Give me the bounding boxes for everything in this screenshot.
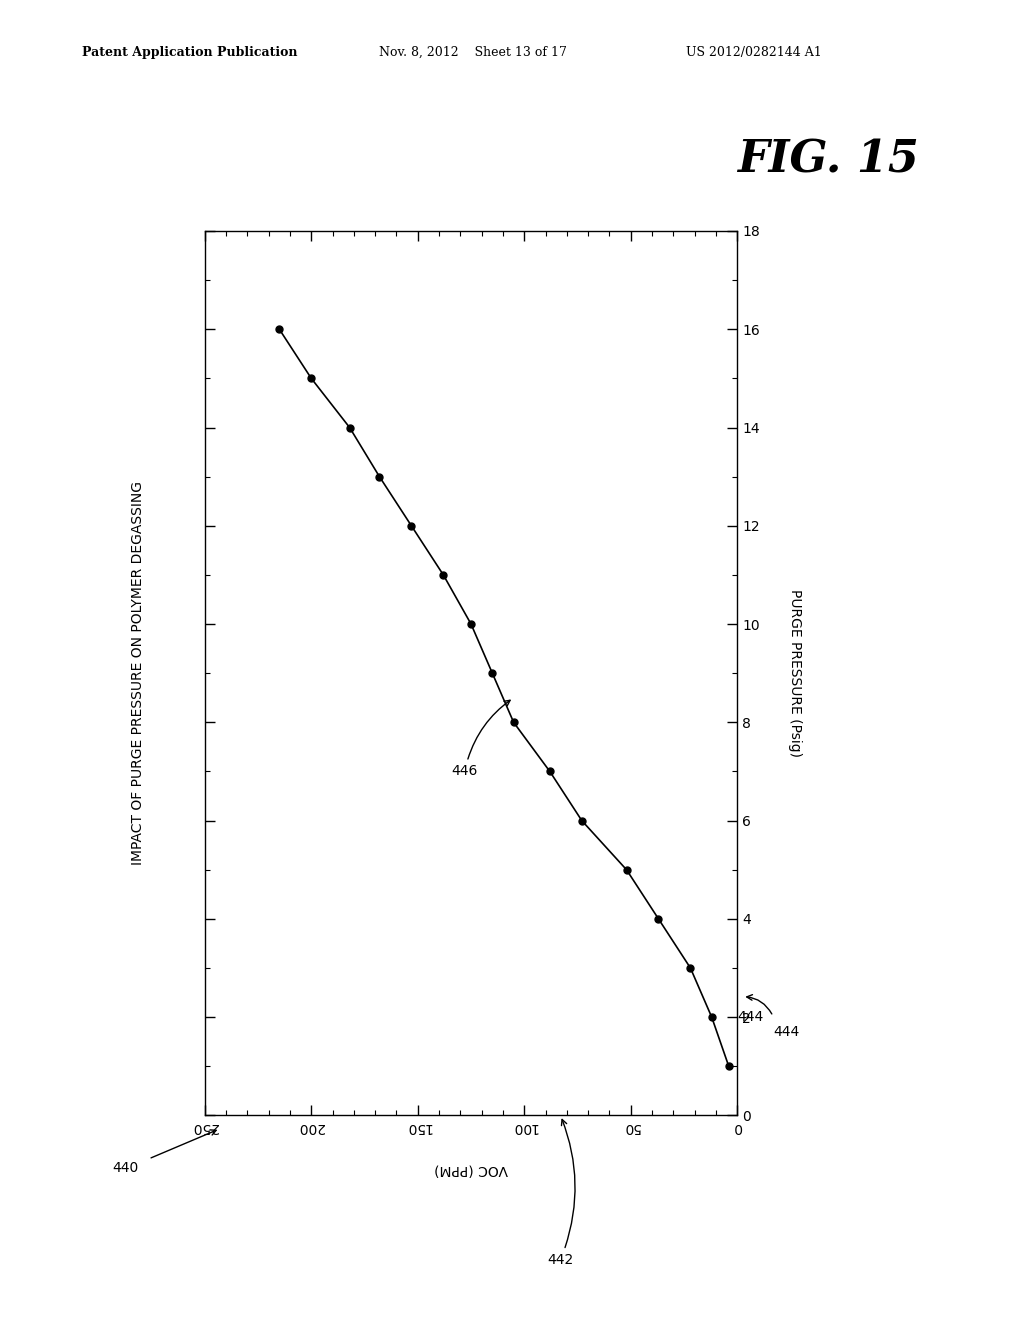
Text: 442: 442 xyxy=(548,1119,575,1267)
Text: IMPACT OF PURGE PRESSURE ON POLYMER DEGASSING: IMPACT OF PURGE PRESSURE ON POLYMER DEGA… xyxy=(131,482,145,865)
Text: 444: 444 xyxy=(773,1026,800,1039)
Text: Patent Application Publication: Patent Application Publication xyxy=(82,46,297,59)
Y-axis label: PURGE PRESSURE (Psig): PURGE PRESSURE (Psig) xyxy=(787,589,802,758)
Text: Nov. 8, 2012    Sheet 13 of 17: Nov. 8, 2012 Sheet 13 of 17 xyxy=(379,46,566,59)
Text: 440: 440 xyxy=(113,1162,139,1175)
Text: US 2012/0282144 A1: US 2012/0282144 A1 xyxy=(686,46,822,59)
X-axis label: VOC (PPM): VOC (PPM) xyxy=(434,1162,508,1176)
Text: 444: 444 xyxy=(737,1010,764,1024)
Text: FIG. 15: FIG. 15 xyxy=(737,139,920,182)
Text: 446: 446 xyxy=(452,701,510,779)
